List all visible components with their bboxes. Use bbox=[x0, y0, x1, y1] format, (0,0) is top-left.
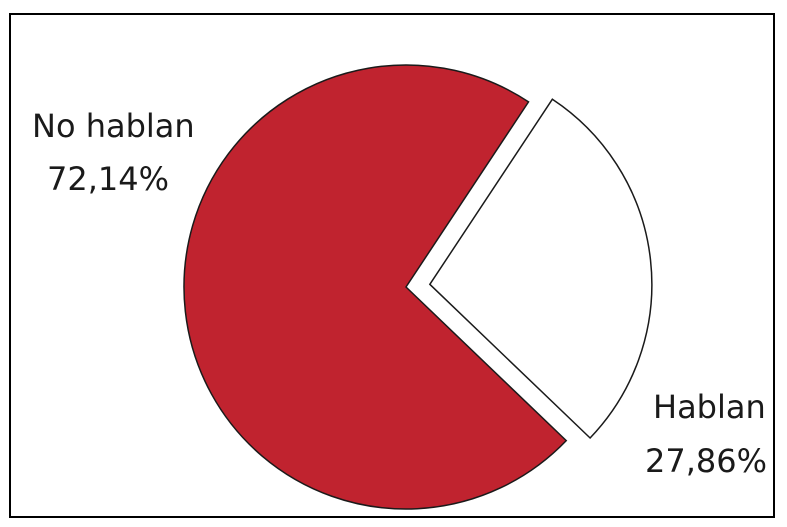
label-hablan-name: Hablan bbox=[653, 388, 766, 426]
label-no-hablan-name: No hablan bbox=[32, 107, 195, 145]
label-no-hablan-value: 72,14% bbox=[47, 160, 169, 198]
label-hablan-value: 27,86% bbox=[645, 442, 767, 480]
pie-slice-hablan bbox=[428, 98, 653, 440]
pie-slice-no-hablan bbox=[183, 64, 568, 510]
